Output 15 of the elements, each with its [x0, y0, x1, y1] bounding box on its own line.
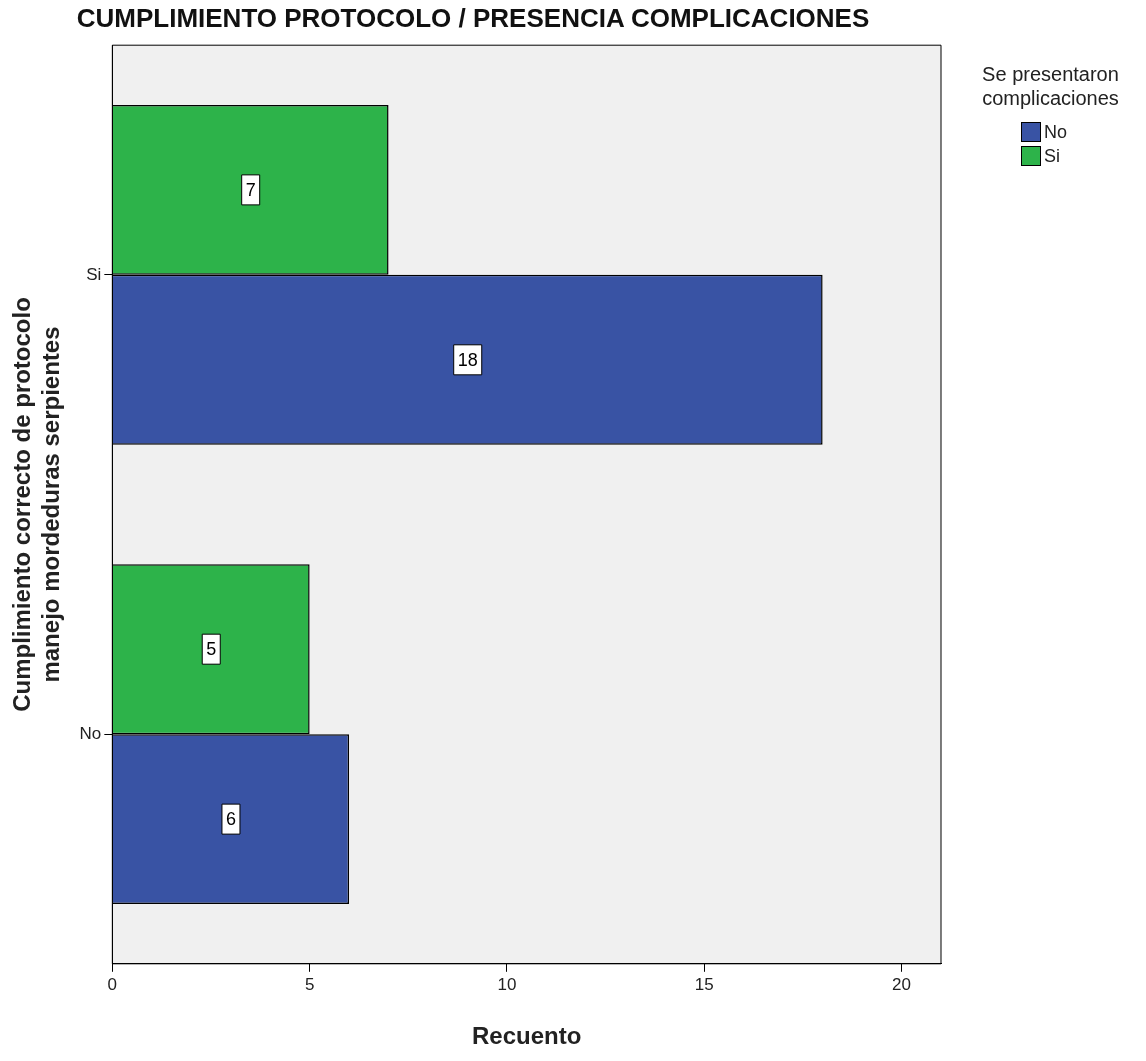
- data-label: 5: [206, 639, 217, 660]
- x-tick-label: 15: [694, 974, 714, 994]
- x-axis-title: Recuento: [471, 1022, 582, 1050]
- data-label: 7: [245, 179, 256, 200]
- legend-label: No: [1044, 121, 1068, 143]
- legend-label: Si: [1044, 145, 1061, 167]
- y-axis-title: Cumplimiento correcto de protocolo manejo mordeduras serpientes: [8, 297, 64, 712]
- legend-title: Se presentaron complicaciones: [981, 62, 1120, 110]
- data-label: 18: [457, 349, 478, 370]
- data-label: 6: [225, 809, 236, 830]
- x-tick-label: 20: [892, 974, 911, 994]
- x-tick-label: 10: [497, 974, 517, 994]
- chart-title: CUMPLIMIENTO PROTOCOLO / PRESENCIA COMPLICACIONES: [76, 2, 870, 33]
- x-tick-label: 5: [304, 974, 315, 994]
- x-tick-label: 0: [107, 974, 118, 994]
